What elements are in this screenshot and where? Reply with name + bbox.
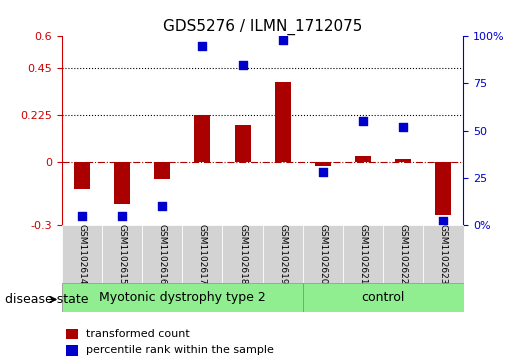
Bar bbox=[355, 156, 371, 162]
Title: GDS5276 / ILMN_1712075: GDS5276 / ILMN_1712075 bbox=[163, 19, 363, 35]
FancyBboxPatch shape bbox=[142, 225, 182, 283]
Bar bbox=[395, 159, 411, 162]
Text: GSM1102614: GSM1102614 bbox=[77, 224, 87, 284]
Text: GSM1102621: GSM1102621 bbox=[358, 224, 368, 284]
FancyBboxPatch shape bbox=[182, 225, 222, 283]
FancyBboxPatch shape bbox=[303, 283, 464, 312]
Point bbox=[118, 213, 126, 219]
Point bbox=[279, 37, 287, 43]
Text: GSM1102622: GSM1102622 bbox=[399, 224, 408, 284]
Bar bbox=[274, 82, 291, 162]
Text: transformed count: transformed count bbox=[86, 329, 190, 339]
Point bbox=[198, 43, 207, 49]
Text: GSM1102618: GSM1102618 bbox=[238, 224, 247, 285]
FancyBboxPatch shape bbox=[62, 283, 303, 312]
Text: Myotonic dystrophy type 2: Myotonic dystrophy type 2 bbox=[99, 291, 266, 304]
Bar bbox=[315, 162, 331, 166]
Text: GSM1102620: GSM1102620 bbox=[318, 224, 328, 284]
Text: disease state: disease state bbox=[5, 293, 89, 306]
FancyBboxPatch shape bbox=[383, 225, 423, 283]
Point bbox=[359, 118, 367, 124]
Text: percentile rank within the sample: percentile rank within the sample bbox=[86, 345, 274, 355]
Point bbox=[78, 213, 86, 219]
FancyBboxPatch shape bbox=[62, 225, 102, 283]
Point bbox=[319, 169, 327, 175]
Bar bbox=[114, 162, 130, 204]
FancyBboxPatch shape bbox=[343, 225, 383, 283]
Bar bbox=[435, 162, 452, 215]
Bar bbox=[194, 115, 211, 162]
Point bbox=[238, 62, 247, 68]
FancyBboxPatch shape bbox=[222, 225, 263, 283]
Bar bbox=[234, 126, 251, 162]
FancyBboxPatch shape bbox=[303, 225, 343, 283]
Bar bbox=[154, 162, 170, 179]
Text: GSM1102616: GSM1102616 bbox=[158, 224, 167, 285]
Text: GSM1102623: GSM1102623 bbox=[439, 224, 448, 284]
FancyBboxPatch shape bbox=[423, 225, 464, 283]
FancyBboxPatch shape bbox=[263, 225, 303, 283]
FancyBboxPatch shape bbox=[102, 225, 142, 283]
Point bbox=[399, 124, 407, 130]
Text: control: control bbox=[362, 291, 405, 304]
Point bbox=[158, 203, 166, 209]
Text: GSM1102617: GSM1102617 bbox=[198, 224, 207, 285]
Text: GSM1102615: GSM1102615 bbox=[117, 224, 127, 285]
Text: GSM1102619: GSM1102619 bbox=[278, 224, 287, 285]
Bar bbox=[74, 162, 90, 189]
Bar bbox=[66, 345, 78, 356]
Point bbox=[439, 219, 448, 224]
Bar bbox=[66, 329, 78, 339]
